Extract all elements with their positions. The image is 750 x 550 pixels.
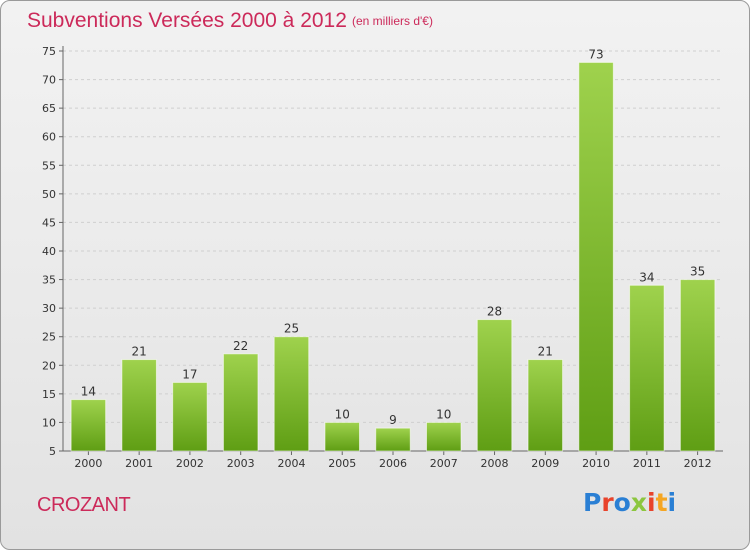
logo-letter: x (630, 488, 647, 517)
y-tick-label: 10 (42, 416, 56, 429)
bar-2011 (629, 284, 665, 452)
y-tick-label: 15 (42, 388, 56, 401)
x-tick-label-2005: 2005 (328, 457, 356, 470)
y-tick-label: 20 (42, 359, 56, 372)
data-label-2002: 17 (182, 367, 197, 381)
bar-2012 (679, 279, 716, 452)
bars (70, 61, 716, 452)
logo-letter: o (613, 488, 631, 517)
data-label-2009: 21 (538, 345, 553, 359)
x-tick-label-2004: 2004 (277, 457, 305, 470)
data-label-2010: 73 (588, 47, 603, 61)
logo-letter: t (655, 488, 668, 517)
chart-title: Subventions Versées 2000 à 2012 (27, 9, 347, 32)
x-tick-label-2012: 2012 (684, 457, 712, 470)
x-tick-label-2001: 2001 (125, 457, 153, 470)
y-tick-label: 40 (42, 245, 56, 258)
data-label-2011: 34 (639, 270, 654, 284)
bar-2006 (375, 427, 411, 452)
y-tick-label: 60 (42, 131, 56, 144)
y-tick-label: 55 (42, 159, 56, 172)
data-label-2001: 21 (132, 345, 147, 359)
bar-2007 (426, 421, 462, 452)
data-label-2006: 9 (389, 413, 397, 427)
data-label-2007: 10 (436, 407, 451, 421)
logo-letter: i (647, 488, 656, 517)
bar-2000 (70, 399, 107, 452)
y-tick-label: 30 (42, 302, 56, 315)
bar-2003 (222, 353, 259, 452)
x-tick-label-2011: 2011 (633, 457, 661, 470)
bar-2010 (578, 61, 614, 452)
bar-2002 (172, 381, 208, 452)
gridlines (63, 50, 723, 423)
x-tick-label-2006: 2006 (379, 457, 407, 470)
y-tick-label: 25 (42, 331, 56, 344)
bar-2008 (476, 319, 513, 452)
x-tick-label-2010: 2010 (582, 457, 610, 470)
x-tick-label-2000: 2000 (74, 457, 102, 470)
x-tick-label-2009: 2009 (531, 457, 559, 470)
data-label-2004: 25 (284, 322, 299, 336)
proxiti-logo: Proxiti (583, 488, 676, 517)
bar-2001 (121, 359, 157, 452)
y-tick-label: 35 (42, 274, 56, 287)
bar-2009 (527, 359, 564, 452)
x-tick-label-2003: 2003 (227, 457, 255, 470)
y-tick-label: 45 (42, 216, 56, 229)
y-tick-label: 65 (42, 102, 56, 115)
bar-2004 (273, 336, 310, 452)
y-tick-label: 75 (42, 45, 56, 58)
data-label-2012: 35 (690, 265, 705, 279)
logo-letter: i (667, 488, 677, 517)
y-tick-label: 50 (42, 188, 56, 201)
chart-subtitle: (en milliers d'€) (352, 14, 433, 28)
data-label-2003: 22 (233, 339, 248, 353)
x-tick-label-2008: 2008 (481, 457, 509, 470)
bar-2005 (324, 421, 360, 452)
x-tick-label-2007: 2007 (430, 457, 458, 470)
logo-letter: r (601, 488, 614, 517)
labels: 5 10 15 20 25 30 35 40 45 50 55 60 65 70 75 14 2000 21 200… (42, 45, 712, 470)
data-label-2000: 14 (81, 385, 96, 399)
commune-name: CROZANT (37, 494, 131, 516)
x-tick-label-2002: 2002 (176, 457, 204, 470)
data-label-2008: 28 (487, 305, 502, 319)
logo-letter: P (583, 488, 602, 517)
y-tick-label: 5 (49, 445, 56, 458)
y-tick-label: 70 (42, 74, 56, 87)
data-label-2005: 10 (335, 407, 350, 421)
